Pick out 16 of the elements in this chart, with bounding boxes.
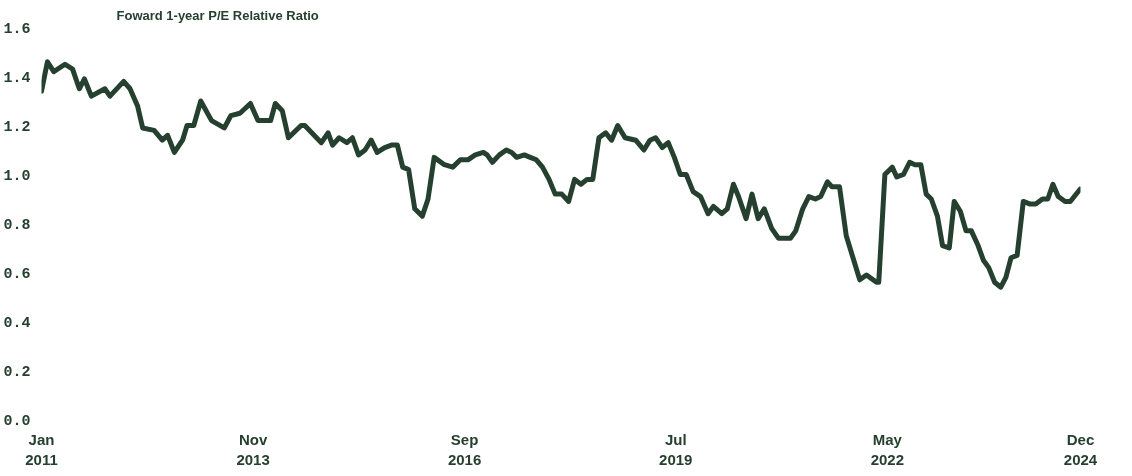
y-tick-label: 1.0 xyxy=(3,167,31,185)
y-tick-label: 1.4 xyxy=(3,69,31,87)
x-tick-label: Jul 2019 xyxy=(659,430,693,468)
x-tick-label: Nov 2013 xyxy=(236,430,270,468)
y-tick-label: 0.2 xyxy=(3,363,31,381)
y-tick-label: 0.6 xyxy=(3,265,31,283)
y-tick-label: 1.2 xyxy=(3,118,31,136)
y-tick-label: 1.6 xyxy=(3,20,31,38)
x-tick-label: Sep 2016 xyxy=(447,430,482,468)
x-tick-label: May 2022 xyxy=(870,430,905,468)
y-tick-label: 0.4 xyxy=(3,314,31,332)
x-tick-label: Jan 2011 xyxy=(25,430,58,468)
y-tick-label: 0.8 xyxy=(3,216,31,234)
chart-title: Foward 1-year P/E Relative Ratio xyxy=(116,7,319,23)
x-tick-label: Dec 2024 xyxy=(1063,430,1098,468)
y-tick-label: 0.0 xyxy=(3,412,31,430)
